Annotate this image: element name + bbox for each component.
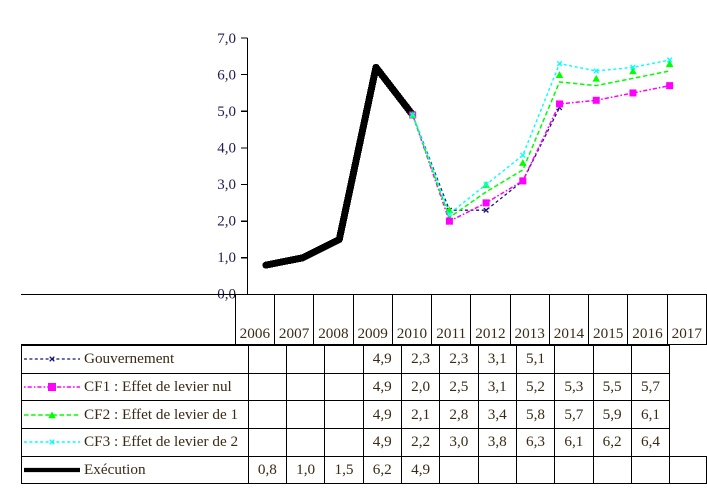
svg-text:1,0: 1,0	[217, 250, 236, 266]
svg-text:6,0: 6,0	[217, 68, 236, 84]
svg-text:2,0: 2,0	[217, 214, 236, 230]
svg-text:4,0: 4,0	[217, 141, 236, 157]
svg-text:5,0: 5,0	[217, 104, 236, 120]
svg-text:3,0: 3,0	[217, 177, 236, 193]
svg-text:7,0: 7,0	[217, 31, 236, 47]
